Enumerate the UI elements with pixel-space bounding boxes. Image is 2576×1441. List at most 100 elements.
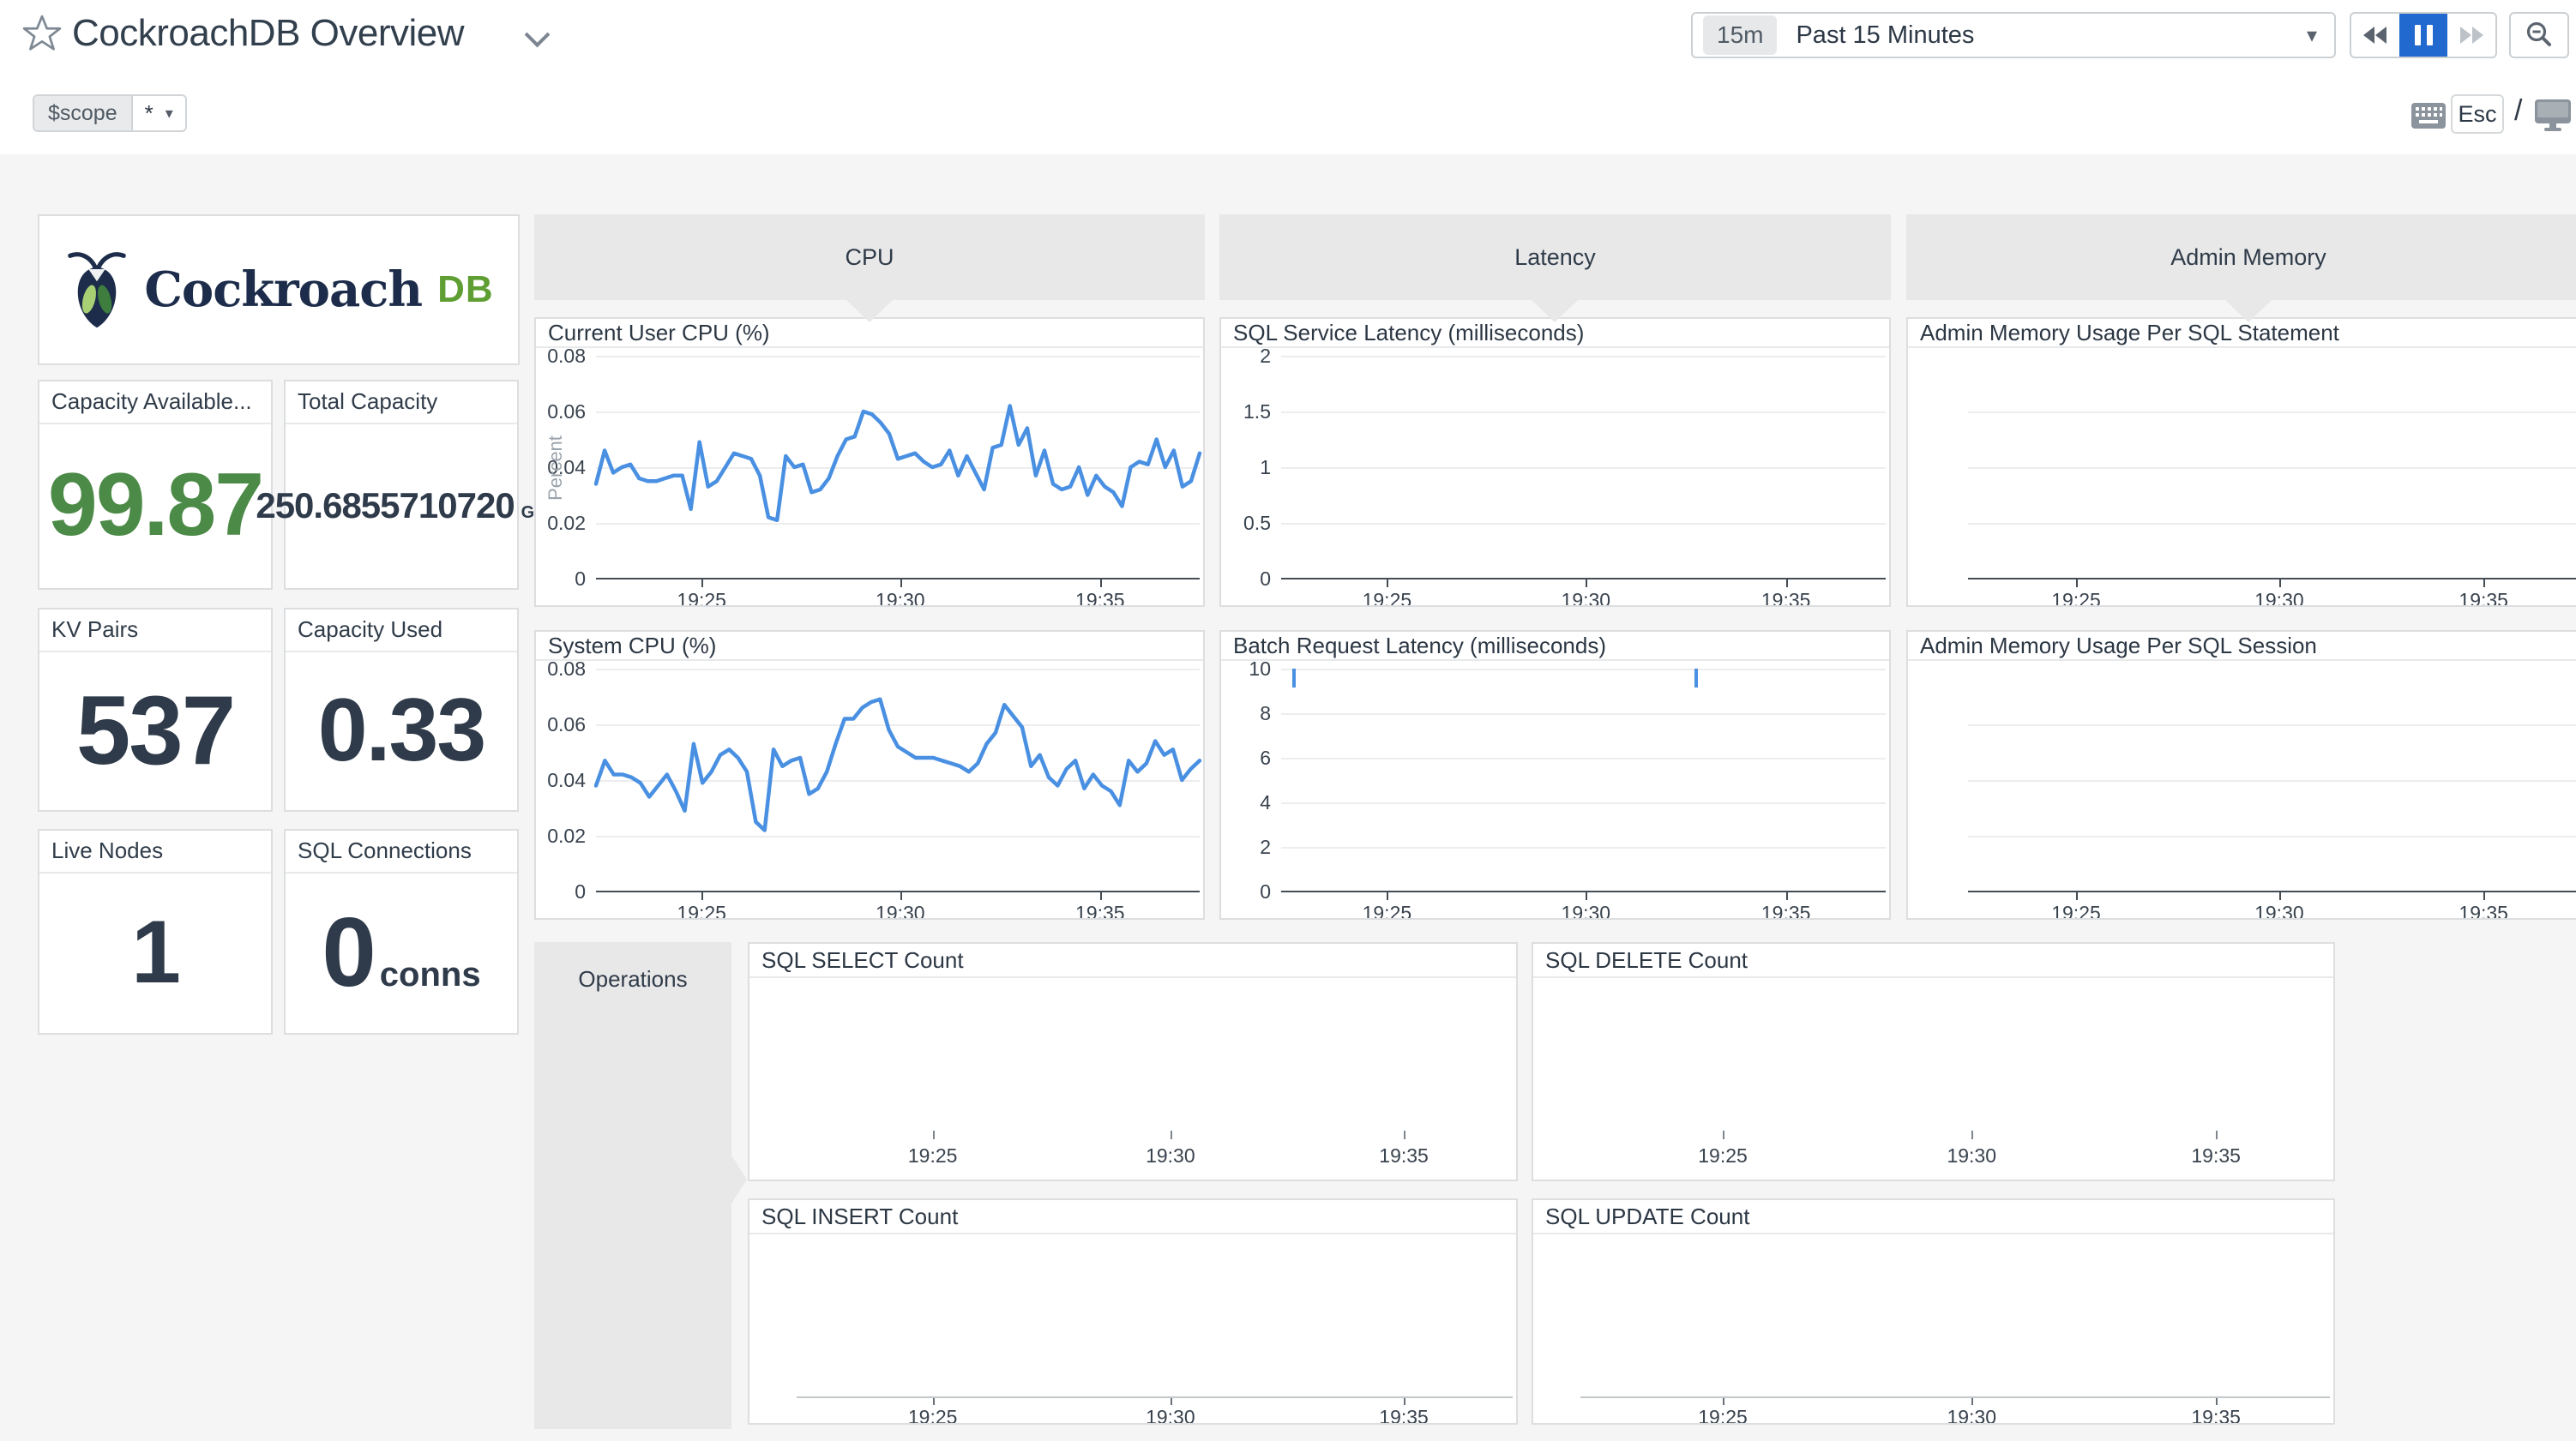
y-tick-label: 0.06 — [547, 713, 586, 736]
x-tick-label: 19:35 — [2191, 1144, 2241, 1167]
x-axis-tick — [2278, 892, 2281, 900]
group-label: Latency — [1514, 243, 1596, 270]
group-header-operations[interactable]: Operations — [534, 942, 747, 1429]
stat-card-sql-connections: SQL Connections 0 conns — [284, 829, 519, 1035]
stat-card-live-nodes: Live Nodes 1 — [38, 829, 273, 1035]
fast-forward-button[interactable] — [2447, 14, 2495, 57]
x-axis-tick — [932, 1398, 935, 1405]
group-header-latency[interactable]: Latency — [1219, 214, 1891, 300]
gridline — [1968, 467, 2576, 469]
y-tick-label: 0.08 — [547, 657, 586, 680]
x-axis-line — [1968, 578, 2576, 579]
gridline — [596, 467, 1200, 469]
x-axis-line — [797, 1396, 1513, 1398]
x-tick-label: 19:35 — [1760, 902, 1811, 920]
chart-sql-update-count[interactable]: SQL UPDATE Count 19:25 19:30 19:35 — [1532, 1198, 2335, 1425]
x-axis-tick — [1099, 579, 1102, 587]
x-axis-line — [1281, 578, 1886, 579]
x-axis-tick — [1404, 1398, 1406, 1405]
chart-admin-memory-per-sql-session[interactable]: Admin Memory Usage Per SQL Session 19:25… — [1906, 630, 2576, 920]
chart-title: Admin Memory Usage Per SQL Session — [1908, 632, 2576, 661]
x-axis-tick — [900, 892, 902, 900]
chart-title: Admin Memory Usage Per SQL Statement — [1908, 319, 2576, 348]
stat-unit: conns — [379, 955, 481, 994]
gridline — [1281, 713, 1886, 715]
group-pointer-admin-memory — [2225, 300, 2272, 322]
stat-title: SQL Connections — [286, 831, 517, 874]
chart-admin-memory-per-sql-statement[interactable]: Admin Memory Usage Per SQL Statement 19:… — [1906, 317, 2576, 607]
x-axis-tick — [1785, 892, 1788, 900]
y-tick-label: 1 — [1260, 456, 1271, 478]
time-range-selector[interactable]: 15m Past 15 Minutes ▾ — [1691, 12, 2336, 58]
x-axis-line — [596, 891, 1200, 892]
gridline — [1968, 411, 2576, 413]
stat-title: Capacity Used — [286, 609, 517, 652]
cockroachdb-bug-icon — [68, 252, 127, 328]
gridline — [1281, 467, 1886, 469]
y-tick-label: 2 — [1260, 836, 1271, 858]
x-axis-tick — [2278, 579, 2281, 587]
template-variable-scope[interactable]: $scope * ▾ — [33, 94, 187, 132]
x-axis-line — [596, 578, 1200, 579]
chart-sql-insert-count[interactable]: SQL INSERT Count 19:25 19:30 19:35 — [748, 1198, 1518, 1425]
x-axis-tick — [2076, 892, 2078, 900]
x-axis-tick — [1404, 1131, 1406, 1139]
favorite-star-icon[interactable] — [22, 14, 62, 57]
x-tick-label: 19:25 — [677, 589, 726, 607]
stat-title: Capacity Available... — [39, 381, 271, 424]
gridline — [1968, 724, 2576, 726]
page-title: CockroachDB Overview — [72, 12, 465, 54]
chart-sql-select-count[interactable]: SQL SELECT Count 19:25 19:30 19:35 — [748, 942, 1518, 1181]
x-axis-tick — [701, 579, 704, 587]
chart-system-cpu[interactable]: System CPU (%) 0 0.02 0.04 0.06 0.08 19:25 19:… — [534, 630, 1205, 920]
logo-suffix: DB — [437, 268, 494, 310]
x-tick-label: 19:30 — [876, 902, 925, 920]
esc-button[interactable]: Esc — [2451, 94, 2504, 134]
gridline — [1281, 847, 1886, 849]
x-tick-label: 19:25 — [907, 1144, 958, 1167]
x-axis-tick — [1971, 1398, 1974, 1405]
gridline — [1281, 669, 1886, 670]
stat-card-capacity-used: Capacity Used 0.33 — [284, 608, 519, 812]
stat-card-capacity-available: Capacity Available... 99.87 — [38, 380, 273, 590]
stat-title: KV Pairs — [39, 609, 271, 652]
cockroachdb-logo-card: Cockroach DB — [38, 214, 520, 365]
group-label: CPU — [845, 243, 894, 270]
x-axis-tick — [900, 579, 902, 587]
chart-sql-service-latency[interactable]: SQL Service Latency (milliseconds) 0 0.5 1… — [1219, 317, 1891, 607]
group-header-admin-memory[interactable]: Admin Memory — [1906, 214, 2576, 300]
keyboard-shortcuts-icon[interactable] — [2411, 103, 2446, 133]
y-tick-label: 0 — [575, 567, 586, 590]
x-tick-label: 19:30 — [2254, 902, 2304, 920]
gridline — [1281, 356, 1886, 357]
zoom-out-button[interactable] — [2509, 12, 2569, 58]
x-axis-tick — [1387, 892, 1389, 900]
y-axis-label: Percent — [545, 435, 566, 501]
rewind-icon — [2363, 27, 2386, 44]
title-chevron-down-icon[interactable] — [524, 21, 551, 48]
scope-caret-icon: ▾ — [165, 104, 173, 122]
data-spike — [1291, 669, 1296, 687]
gridline — [596, 780, 1200, 782]
chart-title: SQL UPDATE Count — [1533, 1200, 2333, 1234]
x-axis-tick — [1723, 1398, 1725, 1405]
group-header-cpu[interactable]: CPU — [534, 214, 1205, 300]
y-tick-label: 4 — [1260, 791, 1271, 814]
y-tick-label: 0 — [575, 880, 586, 903]
stat-card-total-capacity: Total Capacity 250.6855710720 GB — [256, 380, 547, 590]
x-tick-label: 19:25 — [2051, 589, 2101, 607]
x-axis-tick — [2483, 892, 2486, 900]
x-tick-label: 19:35 — [1379, 1406, 1429, 1425]
chart-batch-request-latency[interactable]: Batch Request Latency (milliseconds) 0 2 4… — [1219, 630, 1891, 920]
tv-mode-icon[interactable] — [2535, 99, 2571, 136]
chart-current-user-cpu[interactable]: Current User CPU (%) 0 0.02 0.04 0.06 0.08 19… — [534, 317, 1205, 607]
y-tick-label: 1.5 — [1243, 400, 1271, 423]
chart-title: Current User CPU (%) — [536, 319, 1203, 348]
rewind-button[interactable] — [2351, 14, 2399, 57]
chart-sql-delete-count[interactable]: SQL DELETE Count 19:25 19:30 19:35 — [1532, 942, 2335, 1181]
time-range-caret-icon: ▾ — [2306, 23, 2317, 47]
chart-title: SQL Service Latency (milliseconds) — [1221, 319, 1889, 348]
pause-button[interactable] — [2399, 14, 2447, 57]
x-axis-tick — [2483, 579, 2486, 587]
x-tick-label: 19:25 — [2051, 902, 2101, 920]
